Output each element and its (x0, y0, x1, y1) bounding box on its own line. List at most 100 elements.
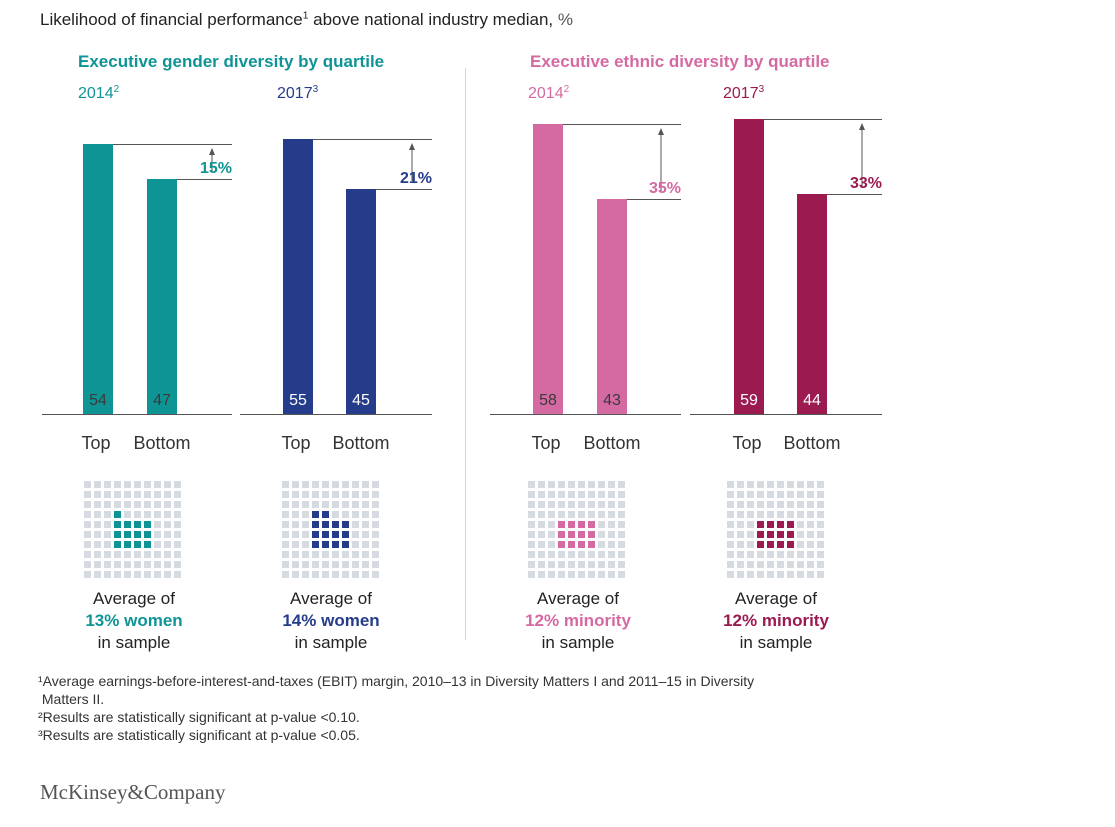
sample-square (292, 531, 299, 538)
sample-square (124, 481, 131, 488)
sample-square-highlight (144, 541, 151, 548)
sample-square (757, 561, 764, 568)
sample-square-highlight (767, 531, 774, 538)
sample-square (538, 491, 545, 498)
sample-square (568, 491, 575, 498)
sample-square (302, 531, 309, 538)
sample-square (372, 511, 379, 518)
sample-caption-ethnic-2014: Average of 12% minority in sample (498, 588, 658, 654)
sample-square (174, 551, 181, 558)
sample-square-highlight (588, 541, 595, 548)
sample-square-highlight (312, 541, 319, 548)
sample-square (114, 551, 121, 558)
sample-square (352, 541, 359, 548)
sample-square-highlight (787, 521, 794, 528)
sample-square (352, 571, 359, 578)
sample-square (787, 491, 794, 498)
sample-square (767, 511, 774, 518)
sample-square (777, 481, 784, 488)
sample-square (797, 541, 804, 548)
sample-square (747, 551, 754, 558)
value-label-bottom: 47 (153, 392, 171, 409)
sample-square (538, 481, 545, 488)
sample-square (807, 481, 814, 488)
sample-square (757, 491, 764, 498)
sample-square (302, 541, 309, 548)
sample-square (154, 521, 161, 528)
sample-square (578, 571, 585, 578)
sample-square (598, 491, 605, 498)
year-label: 20142 (78, 84, 120, 102)
sample-square (737, 491, 744, 498)
sample-square (747, 481, 754, 488)
sample-square (797, 491, 804, 498)
sample-square (618, 491, 625, 498)
sample-square (807, 491, 814, 498)
sample-square (528, 521, 535, 528)
year-footnote-mark: 3 (313, 84, 319, 95)
sample-square-highlight (558, 531, 565, 538)
category-label-top: Top (531, 433, 560, 453)
sample-square (114, 571, 121, 578)
sample-square (747, 541, 754, 548)
sample-square-highlight (787, 541, 794, 548)
sample-square (124, 491, 131, 498)
sample-square (618, 571, 625, 578)
sample-square (747, 561, 754, 568)
sample-square-highlight (124, 541, 131, 548)
sample-square (312, 551, 319, 558)
sample-square (94, 481, 101, 488)
sample-square (598, 541, 605, 548)
sample-square (727, 551, 734, 558)
sample-square (817, 481, 824, 488)
sample-square (134, 571, 141, 578)
sample-square (134, 511, 141, 518)
bar-bottom (346, 189, 376, 414)
sample-square (292, 501, 299, 508)
sample-square (362, 481, 369, 488)
category-label-top: Top (732, 433, 761, 453)
sample-square-highlight (312, 511, 319, 518)
sample-square (302, 561, 309, 568)
sample-square (797, 561, 804, 568)
sample-square (618, 551, 625, 558)
sample-square (618, 501, 625, 508)
sample-square (372, 501, 379, 508)
sample-square (174, 491, 181, 498)
sample-square (568, 571, 575, 578)
sample-square (528, 501, 535, 508)
arrow-head (409, 143, 415, 150)
sample-square-highlight (578, 521, 585, 528)
sample-square (124, 511, 131, 518)
sample-square-highlight (312, 521, 319, 528)
sample-square (608, 531, 615, 538)
sample-square (608, 561, 615, 568)
bar-bottom (147, 179, 177, 414)
sample-square (588, 571, 595, 578)
sample-square (618, 511, 625, 518)
sample-square (598, 501, 605, 508)
bar-top (533, 124, 563, 414)
sample-square (548, 511, 555, 518)
sample-square (332, 561, 339, 568)
sample-square (362, 561, 369, 568)
sample-square-highlight (787, 531, 794, 538)
sample-square (104, 481, 111, 488)
sample-square (747, 501, 754, 508)
sample-square (154, 561, 161, 568)
sample-square (598, 571, 605, 578)
value-label-bottom: 45 (352, 392, 370, 409)
sample-square (104, 531, 111, 538)
sample-square (767, 551, 774, 558)
sample-square (528, 511, 535, 518)
sample-square (568, 481, 575, 488)
sample-square (588, 561, 595, 568)
sample-square (807, 541, 814, 548)
sample-square (578, 511, 585, 518)
sample-square (538, 571, 545, 578)
value-label-top: 58 (539, 392, 557, 409)
sample-square (588, 551, 595, 558)
sample-square (154, 571, 161, 578)
sample-square (777, 561, 784, 568)
